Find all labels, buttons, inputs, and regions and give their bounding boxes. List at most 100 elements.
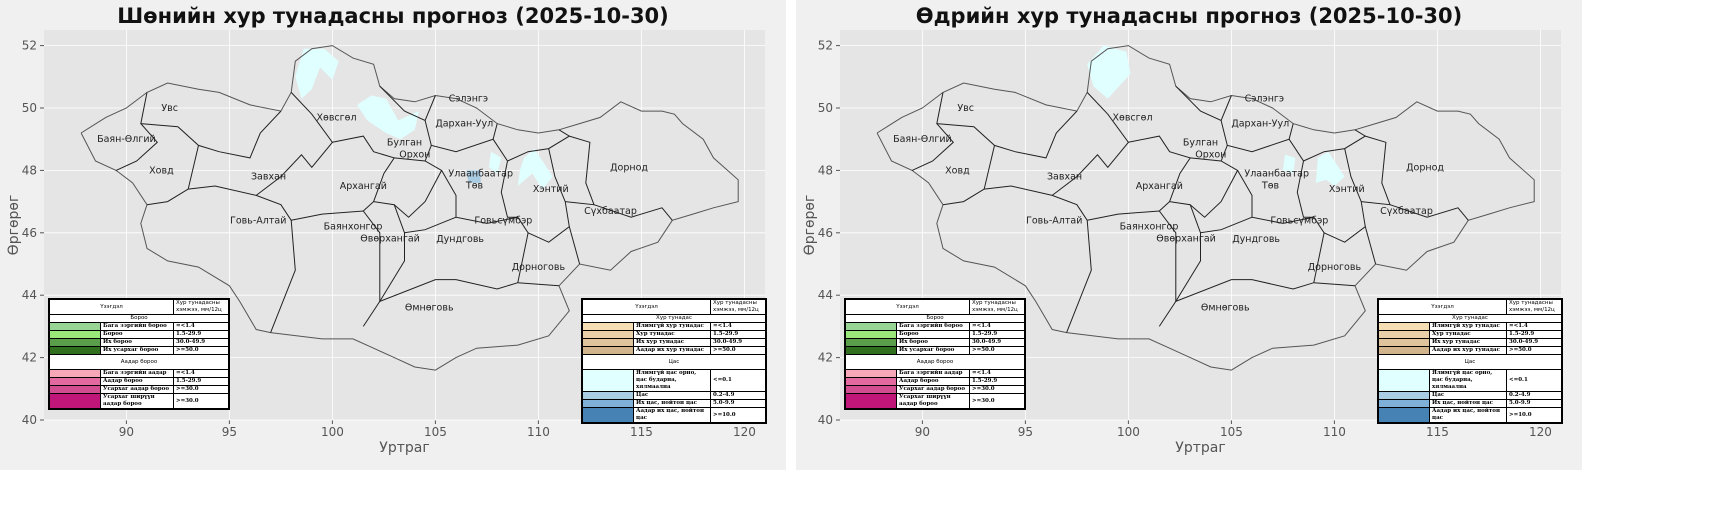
- x-tick-label: 115: [630, 425, 653, 439]
- legend-value: 1.5-29.9: [173, 377, 229, 386]
- legend-section-title: Цас: [582, 354, 766, 370]
- y-tick-label: 44: [22, 288, 37, 302]
- legend-section-title: Хур тунадас: [582, 314, 766, 323]
- legend-swatch: [845, 338, 897, 347]
- country-border: [876, 45, 1535, 371]
- legend-label: Аадар их цас, нойтон цас: [1429, 407, 1507, 423]
- province-border: [565, 135, 595, 206]
- province-border: [942, 145, 995, 206]
- legend-value: >=50.0: [1506, 346, 1562, 355]
- legend-row: Усархаг ширүүн аадар бороо >=30.0: [49, 393, 229, 409]
- province-label: Улаанбаатар: [448, 169, 513, 180]
- legend-row: Аадар их цас, нойтон цас >=10.0: [1378, 407, 1562, 423]
- legend-value: =<1.4: [173, 322, 229, 331]
- x-tick-label: 90: [915, 425, 930, 439]
- legend-label: Аадар бороо: [100, 377, 174, 386]
- legend-row: Их хур тунадас 30.0-49.9: [582, 338, 766, 347]
- province-label: Баян-Өлгий: [97, 134, 156, 145]
- legend-swatch: [1378, 330, 1430, 339]
- province-border: [1220, 145, 1228, 162]
- legend-table: Үзэгдэл Хур тунадасны хэмжээ, мм/12ц Бороо…: [48, 298, 230, 410]
- province-border: [1220, 120, 1294, 153]
- x-tick-label: 90: [119, 425, 134, 439]
- legend-swatch: [49, 330, 101, 339]
- province-label: Дорнод: [1406, 162, 1444, 173]
- legend-value: >=30.0: [969, 393, 1025, 409]
- province-label: Орхон: [399, 149, 430, 160]
- legend-value: >=10.0: [1506, 407, 1562, 423]
- province-border: [911, 92, 955, 171]
- province-label: Ховд: [945, 165, 970, 176]
- legend-value: 1.5-29.9: [1506, 330, 1562, 339]
- province-label: Ховд: [149, 165, 174, 176]
- legend-row: Усархаг аадар бороо >=30.0: [49, 385, 229, 394]
- country-border: [80, 45, 739, 371]
- legend-row: Их цас, нойтон цас 5.0-9.9: [1378, 399, 1562, 408]
- province-label: Дундговь: [436, 234, 484, 245]
- province-label: Увс: [957, 103, 974, 114]
- legend-header-amount: Хур тунадасны хэмжээ, мм/12ц: [969, 299, 1025, 315]
- legend-table: Үзэгдэл Хур тунадасны хэмжээ, мм/12ц Хур т…: [581, 298, 767, 424]
- province-border: [146, 145, 199, 206]
- x-tick-label: 110: [527, 425, 550, 439]
- province-border: [1087, 210, 1177, 327]
- legend-value: 30.0-49.9: [1506, 338, 1562, 347]
- legend-row: Аадар их хур тунадас >=50.0: [1378, 346, 1562, 355]
- legend-row: Ялимгүй цас орно, цас бударна, хялмаална…: [582, 369, 766, 392]
- province-label: Архангай: [340, 181, 387, 192]
- province-border: [140, 110, 282, 159]
- x-tick-label: 120: [733, 425, 756, 439]
- legend-row: Их цас, нойтон цас 5.0-9.9: [582, 399, 766, 408]
- legend-value: 0.2-4.9: [1506, 391, 1562, 400]
- legend-swatch: [845, 322, 897, 331]
- legend-label: Их цас, нойтон цас: [633, 399, 711, 408]
- legend-label: Аадар их цас, нойтон цас: [633, 407, 711, 423]
- legend-section-title: Хур тунадас: [1378, 314, 1562, 323]
- province-label: Өвөрхангай: [1156, 234, 1216, 245]
- y-tick-label: 40: [22, 413, 37, 427]
- province-label: Сүхбаатар: [1380, 206, 1433, 217]
- legend-row: Их усархаг бороо >=50.0: [845, 346, 1025, 355]
- legend-value: =<1.4: [710, 322, 766, 331]
- legend-label: Ялимгүй хур тунадас: [633, 322, 711, 331]
- province-border: [1128, 135, 1191, 212]
- province-label: Дорноговь: [1308, 262, 1362, 273]
- province-border: [1303, 129, 1367, 162]
- legend-row: Ялимгүй хур тунадас =<1.4: [582, 322, 766, 331]
- province-label: Төв: [1261, 181, 1280, 192]
- y-tick-label: 48: [22, 163, 37, 177]
- province-border: [527, 148, 570, 243]
- legend-section-title: Бороо: [845, 314, 1025, 323]
- province-border: [936, 110, 1078, 159]
- legend-swatch: [582, 322, 634, 331]
- legend-swatch: [49, 338, 101, 347]
- legend-label: Бороо: [100, 330, 174, 339]
- province-label: Өмнөговь: [1201, 303, 1250, 314]
- province-border: [1323, 148, 1366, 243]
- legend-value: =<1.4: [173, 369, 229, 378]
- legend-row: Бага зэргийн аадар =<1.4: [49, 369, 229, 378]
- province-border: [404, 216, 457, 234]
- day-forecast-panel: Өдрийн хур тунадасны прогноз (2025-10-30…: [796, 0, 1582, 470]
- province-border: [1361, 135, 1391, 206]
- legend-row: Цас 0.2-4.9: [582, 391, 766, 400]
- legend-label: Бага зэргийн аадар: [100, 369, 174, 378]
- legend-row: Бороо 1.5-29.9: [49, 330, 229, 339]
- legend-value: 1.5-29.9: [969, 377, 1025, 386]
- legend-value: =<1.4: [969, 322, 1025, 331]
- legend-header-amount: Хур тунадасны хэмжээ, мм/12ц: [710, 299, 766, 315]
- legend-swatch: [49, 385, 101, 394]
- legend-swatch: [1378, 407, 1430, 423]
- province-border: [1169, 201, 1356, 303]
- legend-row: Хур тунадас 1.5-29.9: [1378, 330, 1562, 339]
- map-title: Шөнийн хур тунадасны прогноз (2025-10-30…: [117, 4, 669, 28]
- legend-value: 0.2-4.9: [710, 391, 766, 400]
- legend-label: Хур тунадас: [1429, 330, 1507, 339]
- legend-label: Ялимгүй цас орно, цас бударна, хялмаална: [1429, 369, 1507, 392]
- legend-swatch: [845, 393, 897, 409]
- province-border: [379, 85, 436, 122]
- province-border: [1389, 204, 1469, 221]
- x-tick-label: 105: [1220, 425, 1243, 439]
- province-border: [593, 204, 673, 221]
- legend-section-title: Цас: [1378, 354, 1562, 370]
